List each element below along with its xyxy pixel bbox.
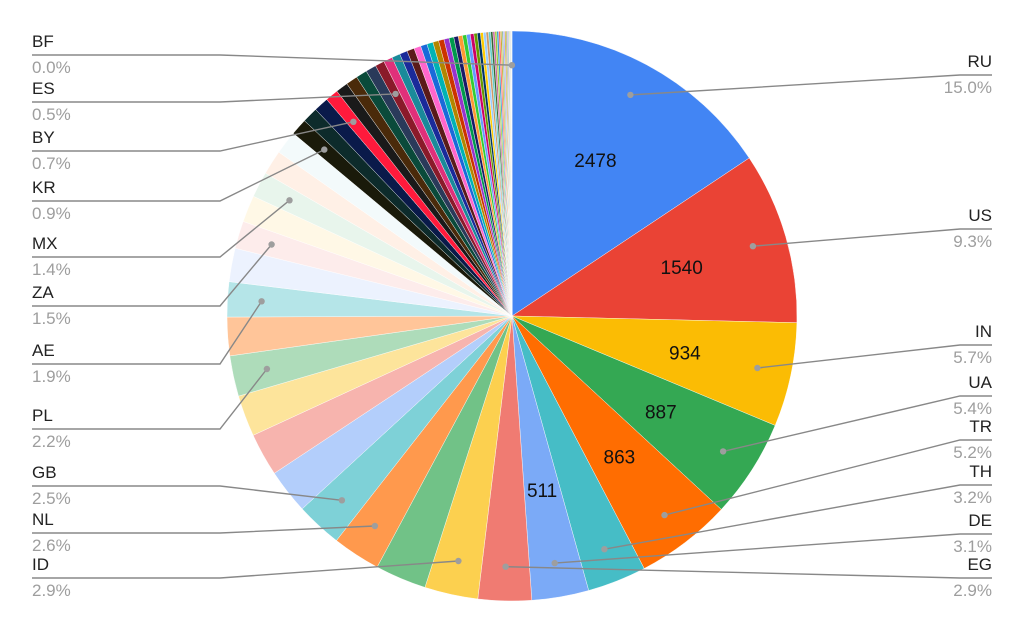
callout-line-tr (664, 439, 992, 516)
callout-code-ua: UA (968, 373, 992, 392)
callout-dot-kr (321, 146, 328, 153)
callout-percent-nl: 2.6% (32, 536, 71, 555)
pie-slice-ru (511, 30, 750, 317)
callout-line-es (32, 93, 396, 103)
callout-dot-nl (371, 522, 379, 530)
callout-percent-tr: 5.2% (953, 443, 992, 462)
callout-dot-th (601, 546, 608, 553)
callout-line-gb (32, 485, 342, 501)
callout-line-de (554, 533, 992, 564)
callout-code-pl: PL (32, 406, 53, 425)
callout-code-za: ZA (32, 283, 54, 302)
callout-percent-id: 2.9% (32, 581, 71, 600)
callout-percent-pl: 2.2% (32, 432, 71, 451)
callout-line-by (32, 121, 354, 152)
callout-code-eg: EG (967, 555, 992, 574)
callout-dot-bf (508, 61, 516, 69)
callout-code-ru: RU (967, 52, 992, 71)
callout-code-us: US (968, 206, 992, 225)
callout-line-eg (505, 566, 992, 579)
callout-percent-by: 0.7% (32, 154, 71, 173)
callout-code-th: TH (969, 462, 992, 481)
callout-code-kr: KR (32, 178, 56, 197)
callout-percent-de: 3.1% (953, 537, 992, 556)
callout-code-by: BY (32, 128, 55, 147)
callout-line-ru (630, 74, 992, 96)
callout-dot-pl (263, 365, 271, 373)
value-label-ru: 2478 (574, 151, 616, 172)
value-label-tr: 863 (604, 447, 636, 468)
callout-line-kr (32, 148, 325, 202)
callout-code-es: ES (32, 79, 55, 98)
callout-dot-es (392, 90, 399, 98)
callout-dot-ru (627, 91, 634, 99)
callout-dot-mx (286, 197, 293, 204)
callout-line-mx (32, 199, 290, 258)
callout-code-ae: AE (32, 341, 55, 360)
pie-slice-us (511, 157, 798, 323)
callout-code-tr: TR (969, 417, 992, 436)
callout-dot-eg (502, 563, 509, 570)
callout-percent-us: 9.3% (953, 232, 992, 251)
value-label-ua: 887 (645, 402, 677, 423)
callout-percent-eg: 2.9% (953, 581, 992, 600)
callout-percent-es: 0.5% (32, 105, 71, 124)
callout-code-id: ID (32, 555, 49, 574)
callout-dot-by (350, 118, 357, 126)
callout-code-gb: GB (32, 463, 57, 482)
value-label-us: 1540 (661, 258, 703, 279)
callout-dot-za (268, 241, 275, 248)
value-label-de: 511 (527, 481, 557, 502)
callout-percent-in: 5.7% (953, 348, 992, 367)
callout-dot-de (551, 559, 558, 567)
callout-percent-th: 3.2% (953, 488, 992, 507)
callout-code-de: DE (968, 511, 992, 530)
callout-code-mx: MX (32, 234, 58, 253)
callout-percent-za: 1.5% (32, 309, 71, 328)
callout-line-id (32, 560, 459, 579)
value-labels: 2478 1540 934 887 863 511 (527, 151, 703, 502)
callout-percent-ua: 5.4% (953, 399, 992, 418)
callout-percent-gb: 2.5% (32, 489, 71, 508)
callout-percent-ru: 15.0% (944, 78, 992, 97)
callout-line-ua (722, 395, 992, 453)
callout-line-us (752, 228, 992, 247)
callout-line-pl (32, 368, 268, 430)
callout-code-nl: NL (32, 510, 54, 529)
callout-percent-bf: 0.0% (32, 58, 71, 77)
callout-line-ae (32, 300, 263, 365)
callout-line-za (32, 244, 273, 307)
callout-line-nl (32, 525, 375, 534)
callout-dot-us (749, 243, 757, 250)
callout-dot-gb (338, 497, 346, 504)
value-label-in: 934 (669, 344, 701, 365)
callout-dot-in (754, 364, 761, 372)
callout-percent-mx: 1.4% (32, 260, 71, 279)
callout-percent-ae: 1.9% (32, 367, 71, 386)
callout-code-in: IN (975, 322, 992, 341)
callout-line-in (757, 344, 992, 369)
callout-line-th (604, 484, 992, 550)
callout-percent-kr: 0.9% (32, 204, 71, 223)
callout-code-bf: BF (32, 32, 54, 51)
callout-dot-id (455, 557, 462, 565)
pie-slices (226, 30, 798, 602)
callout-dot-ae (258, 298, 265, 305)
callout-dot-ua (719, 448, 727, 455)
callout-line-bf (32, 54, 512, 66)
callout-labels: RU 15.0% US 9.3% IN 5.7% UA 5.4%TR 5.2%TH 3.2% DE 3… (32, 32, 993, 600)
callout-dot-tr (661, 511, 668, 519)
